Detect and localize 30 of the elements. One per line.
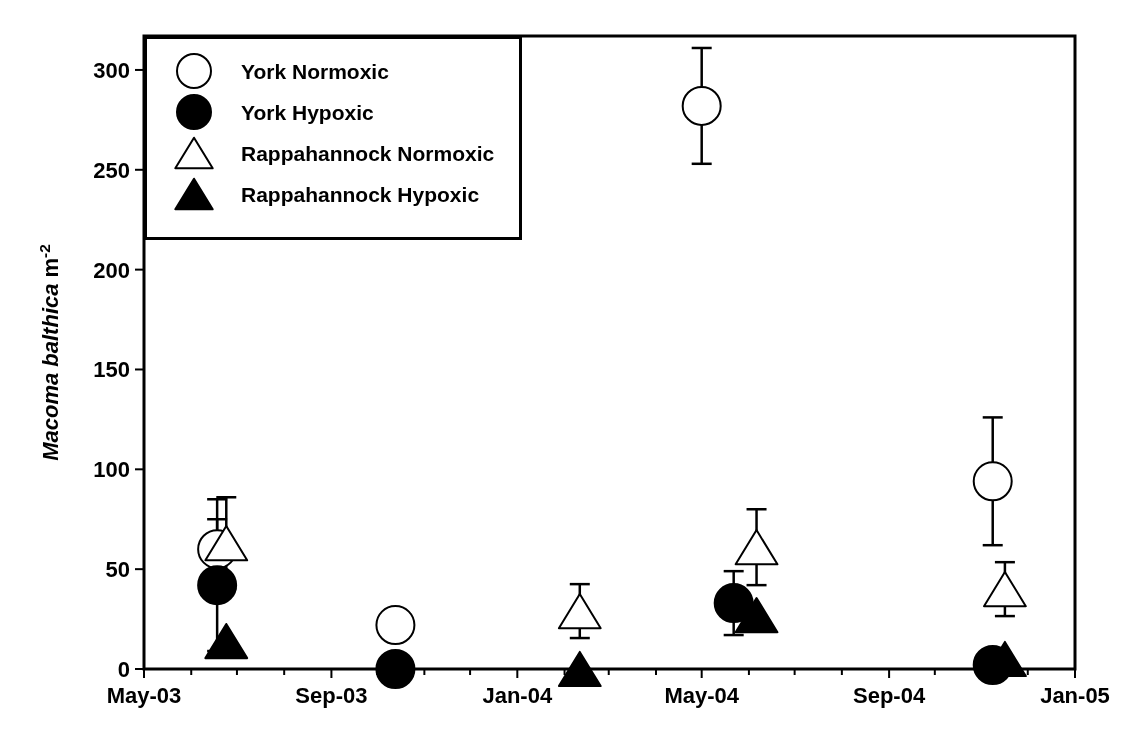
- x-tick-label: May-04: [664, 683, 740, 708]
- y-tick-label: 0: [117, 657, 130, 682]
- point: [197, 565, 238, 606]
- y-tick-label: 250: [93, 157, 130, 183]
- point: [375, 605, 416, 646]
- x-tick-label: Jan-04: [482, 683, 553, 708]
- legend-label: Rappahannock Hypoxic: [241, 183, 480, 206]
- x-tick-label: Sep-04: [853, 683, 926, 708]
- x-tick-label: Jan-05: [1040, 683, 1110, 708]
- point: [713, 583, 754, 624]
- point: [734, 596, 779, 634]
- point: [972, 461, 1013, 502]
- legend-label: York Normoxic: [241, 60, 390, 83]
- point: [557, 650, 602, 688]
- x-tick-label: May-03: [106, 683, 182, 708]
- point: [204, 525, 249, 562]
- y-tick-label: 50: [105, 557, 130, 583]
- point: [375, 649, 416, 689]
- point: [734, 529, 779, 566]
- y-tick-label: 300: [93, 57, 130, 83]
- legend-label: York Hypoxic: [241, 101, 374, 124]
- point: [983, 571, 1027, 608]
- y-tick-label: 150: [93, 357, 130, 383]
- point: [204, 622, 249, 660]
- y-tick-label: 200: [93, 257, 130, 283]
- point: [557, 592, 602, 630]
- x-tick-label: Sep-03: [295, 683, 368, 708]
- legend-label: Rappahannock Normoxic: [241, 142, 495, 165]
- y-tick-label: 100: [93, 457, 130, 483]
- point: [681, 85, 722, 126]
